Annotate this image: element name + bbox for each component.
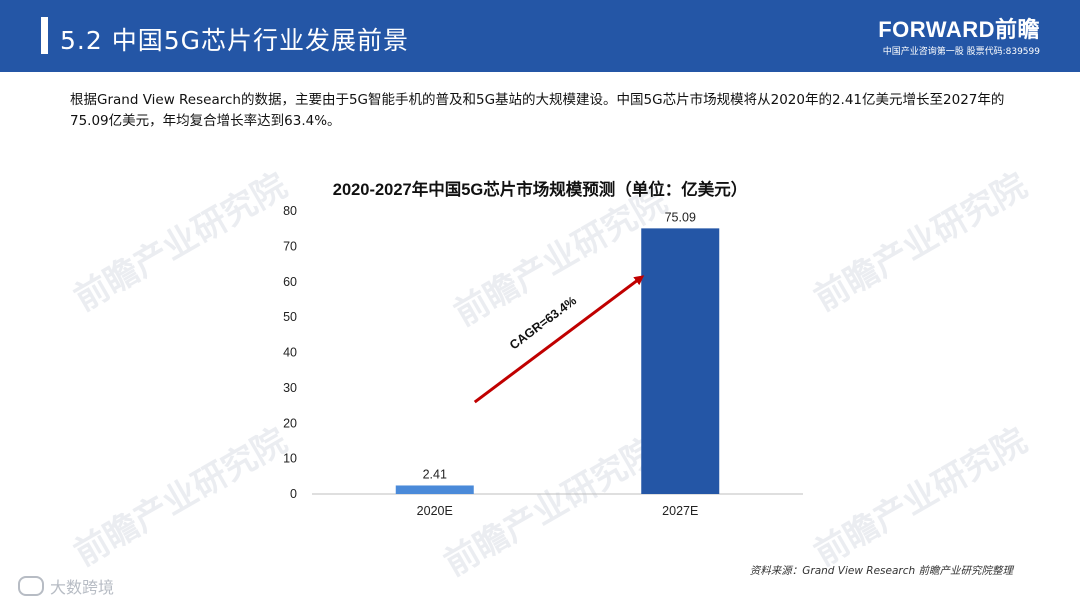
y-tick-label: 70 — [283, 239, 297, 253]
cagr-label: CAGR=63.4% — [507, 293, 579, 352]
y-tick-label: 30 — [283, 381, 297, 395]
y-tick-label: 50 — [283, 310, 297, 324]
brand-logo: FORWARD前瞻 中国产业咨询第一股 股票代码:839599 — [878, 17, 1040, 58]
y-tick-label: 80 — [283, 204, 297, 218]
y-tick-label: 60 — [283, 275, 297, 289]
data-label-2027E: 75.09 — [665, 210, 696, 224]
y-tick-label: 40 — [283, 346, 297, 360]
source-note: 资料来源：Grand View Research 前瞻产业研究院整理 — [749, 565, 1013, 577]
x-tick-label-2027E: 2027E — [662, 504, 698, 518]
bar-2020E — [395, 485, 474, 494]
header-accent-bar — [41, 17, 48, 54]
brand-name: FORWARD前瞻 — [878, 17, 1040, 42]
page-title: 5.2 中国5G芯片行业发展前景 — [60, 26, 409, 55]
corner-label: 大数跨境 — [50, 578, 115, 597]
x-tick-label-2020E: 2020E — [417, 504, 453, 518]
header-banner: 5.2 中国5G芯片行业发展前景 FORWARD前瞻 中国产业咨询第一股 股票代… — [0, 0, 1080, 72]
y-tick-label: 0 — [290, 487, 297, 501]
intro-paragraph: 根据Grand View Research的数据，主要由于5G智能手机的普及和5… — [70, 92, 1005, 129]
corner-watermark: 大数跨境 — [18, 574, 114, 598]
bar-2027E — [641, 228, 720, 494]
y-tick-label: 10 — [283, 452, 297, 466]
brand-tagline: 中国产业咨询第一股 股票代码:839599 — [882, 47, 1040, 57]
chart-title: 2020-2027年中国5G芯片市场规模预测（单位：亿美元） — [332, 181, 748, 199]
y-tick-label: 20 — [283, 416, 297, 430]
cagr-arrow — [473, 275, 645, 404]
data-label-2020E: 2.41 — [423, 467, 447, 481]
cloud-icon — [18, 576, 44, 596]
